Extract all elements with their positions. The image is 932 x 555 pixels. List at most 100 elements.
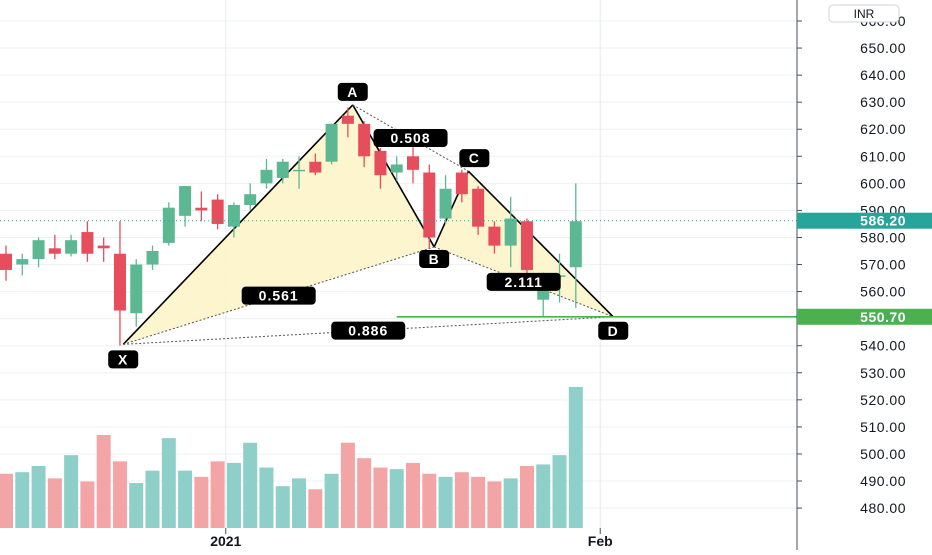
volume-bar bbox=[552, 455, 567, 528]
volume-bar bbox=[519, 466, 534, 528]
volume-bar bbox=[15, 472, 30, 528]
currency-badge-bg bbox=[828, 4, 900, 23]
price-levels bbox=[0, 220, 797, 318]
candle-body bbox=[211, 199, 224, 224]
ratio-label-text: 0.886 bbox=[348, 323, 388, 339]
volume-bar bbox=[471, 476, 486, 528]
ratio-label: 0.508 bbox=[373, 129, 448, 148]
candle-body bbox=[374, 150, 387, 176]
ratio-label-text: 2.111 bbox=[504, 274, 543, 290]
volume-bar bbox=[210, 461, 225, 528]
volume-bar bbox=[406, 462, 420, 528]
candle-body bbox=[162, 207, 175, 243]
candlesticks bbox=[0, 107, 582, 346]
volume-bar bbox=[47, 478, 62, 528]
candle-body bbox=[244, 194, 257, 206]
point-label-a-bg bbox=[337, 82, 368, 101]
volume-bars bbox=[0, 386, 583, 528]
price-tick-label: 490.00 bbox=[860, 473, 906, 489]
price-level-tag: 586.20 bbox=[797, 212, 932, 229]
point-label-c: C bbox=[459, 149, 490, 168]
volume-bar bbox=[503, 478, 518, 528]
volume-bar bbox=[161, 438, 176, 528]
point-label-a: A bbox=[337, 82, 368, 101]
price-tick-label: 510.00 bbox=[860, 419, 906, 435]
price-tick-label: 630.00 bbox=[860, 94, 906, 110]
volume-bar bbox=[373, 467, 388, 528]
candle-body bbox=[293, 169, 306, 172]
price-tick-label: 650.00 bbox=[860, 40, 906, 56]
price-level-tag-bg bbox=[797, 308, 932, 325]
volume-bar bbox=[243, 442, 258, 528]
price-tick-label: 600.00 bbox=[860, 175, 906, 191]
volume-bar bbox=[194, 476, 209, 528]
candle-body bbox=[309, 161, 322, 173]
volume-bar bbox=[324, 473, 339, 528]
time-label: 2021 bbox=[210, 533, 241, 549]
price-tick-label: 530.00 bbox=[860, 365, 906, 381]
ratio-label-bg bbox=[331, 321, 406, 340]
candle-body bbox=[439, 188, 452, 219]
volume-bar bbox=[308, 489, 323, 528]
ratio-label: 0.886 bbox=[331, 321, 406, 340]
volume-bar bbox=[96, 435, 111, 528]
point-label-b: B bbox=[419, 249, 450, 268]
candle-body bbox=[390, 164, 403, 173]
point-label-c-text: C bbox=[469, 150, 480, 166]
ratio-label-text: 0.561 bbox=[259, 288, 299, 304]
candle-body bbox=[423, 172, 436, 238]
volume-bar bbox=[80, 481, 95, 528]
point-label-b-bg bbox=[419, 249, 450, 268]
candle-body bbox=[113, 253, 126, 311]
volume-bar bbox=[438, 476, 453, 528]
time-label: Feb bbox=[588, 533, 613, 549]
candle-body bbox=[488, 226, 501, 246]
volume-bar bbox=[178, 470, 193, 528]
currency-badge: INR bbox=[828, 4, 900, 23]
candle-body bbox=[227, 205, 240, 227]
candle-body bbox=[358, 123, 371, 157]
volume-bar bbox=[64, 455, 79, 528]
volume-bar bbox=[259, 467, 274, 528]
volume-bar bbox=[340, 442, 355, 528]
price-tick-label: 520.00 bbox=[860, 392, 906, 408]
volume-bar bbox=[568, 386, 583, 528]
volume-bar bbox=[536, 464, 551, 528]
price-axis[interactable]: 480.00 490.00 500.00 510.00 520.00 530.00 540.… bbox=[210, 0, 932, 550]
volume-bar bbox=[454, 472, 469, 528]
candle-body bbox=[472, 188, 485, 227]
ratio-label-bg bbox=[241, 286, 316, 305]
price-level-tag-text: 586.20 bbox=[860, 213, 906, 229]
candle-body bbox=[504, 218, 517, 246]
ratio-label: 2.111 bbox=[486, 272, 561, 291]
price-tick-label: 640.00 bbox=[860, 67, 906, 83]
point-label-d-bg bbox=[598, 321, 629, 340]
volume-bar bbox=[275, 486, 290, 528]
volume-bar bbox=[292, 478, 307, 528]
candle-body bbox=[32, 240, 45, 260]
price-level-tag-text: 550.70 bbox=[860, 309, 906, 325]
price-tick-label: 560.00 bbox=[860, 284, 906, 300]
price-axis-bg bbox=[797, 0, 932, 550]
candle-body bbox=[569, 221, 582, 268]
candle-body bbox=[520, 221, 533, 270]
candle-body bbox=[16, 259, 29, 265]
candle-body bbox=[195, 207, 208, 211]
volume-bar bbox=[112, 461, 127, 528]
price-tick-label: 540.00 bbox=[860, 338, 906, 354]
price-level-tag-bg bbox=[797, 212, 932, 229]
candle-body bbox=[130, 264, 143, 314]
volume-bar bbox=[31, 466, 46, 528]
ratio-label-text: 0.508 bbox=[391, 130, 431, 146]
candle-body bbox=[407, 156, 419, 170]
candle-body bbox=[0, 253, 12, 270]
volume-bar bbox=[129, 483, 144, 528]
point-label-d: D bbox=[598, 321, 629, 340]
point-label-b-text: B bbox=[429, 251, 440, 267]
volume-bar bbox=[357, 458, 372, 528]
candle-body bbox=[260, 169, 273, 184]
volume-bar bbox=[145, 470, 160, 528]
point-label-c-bg bbox=[459, 149, 490, 168]
